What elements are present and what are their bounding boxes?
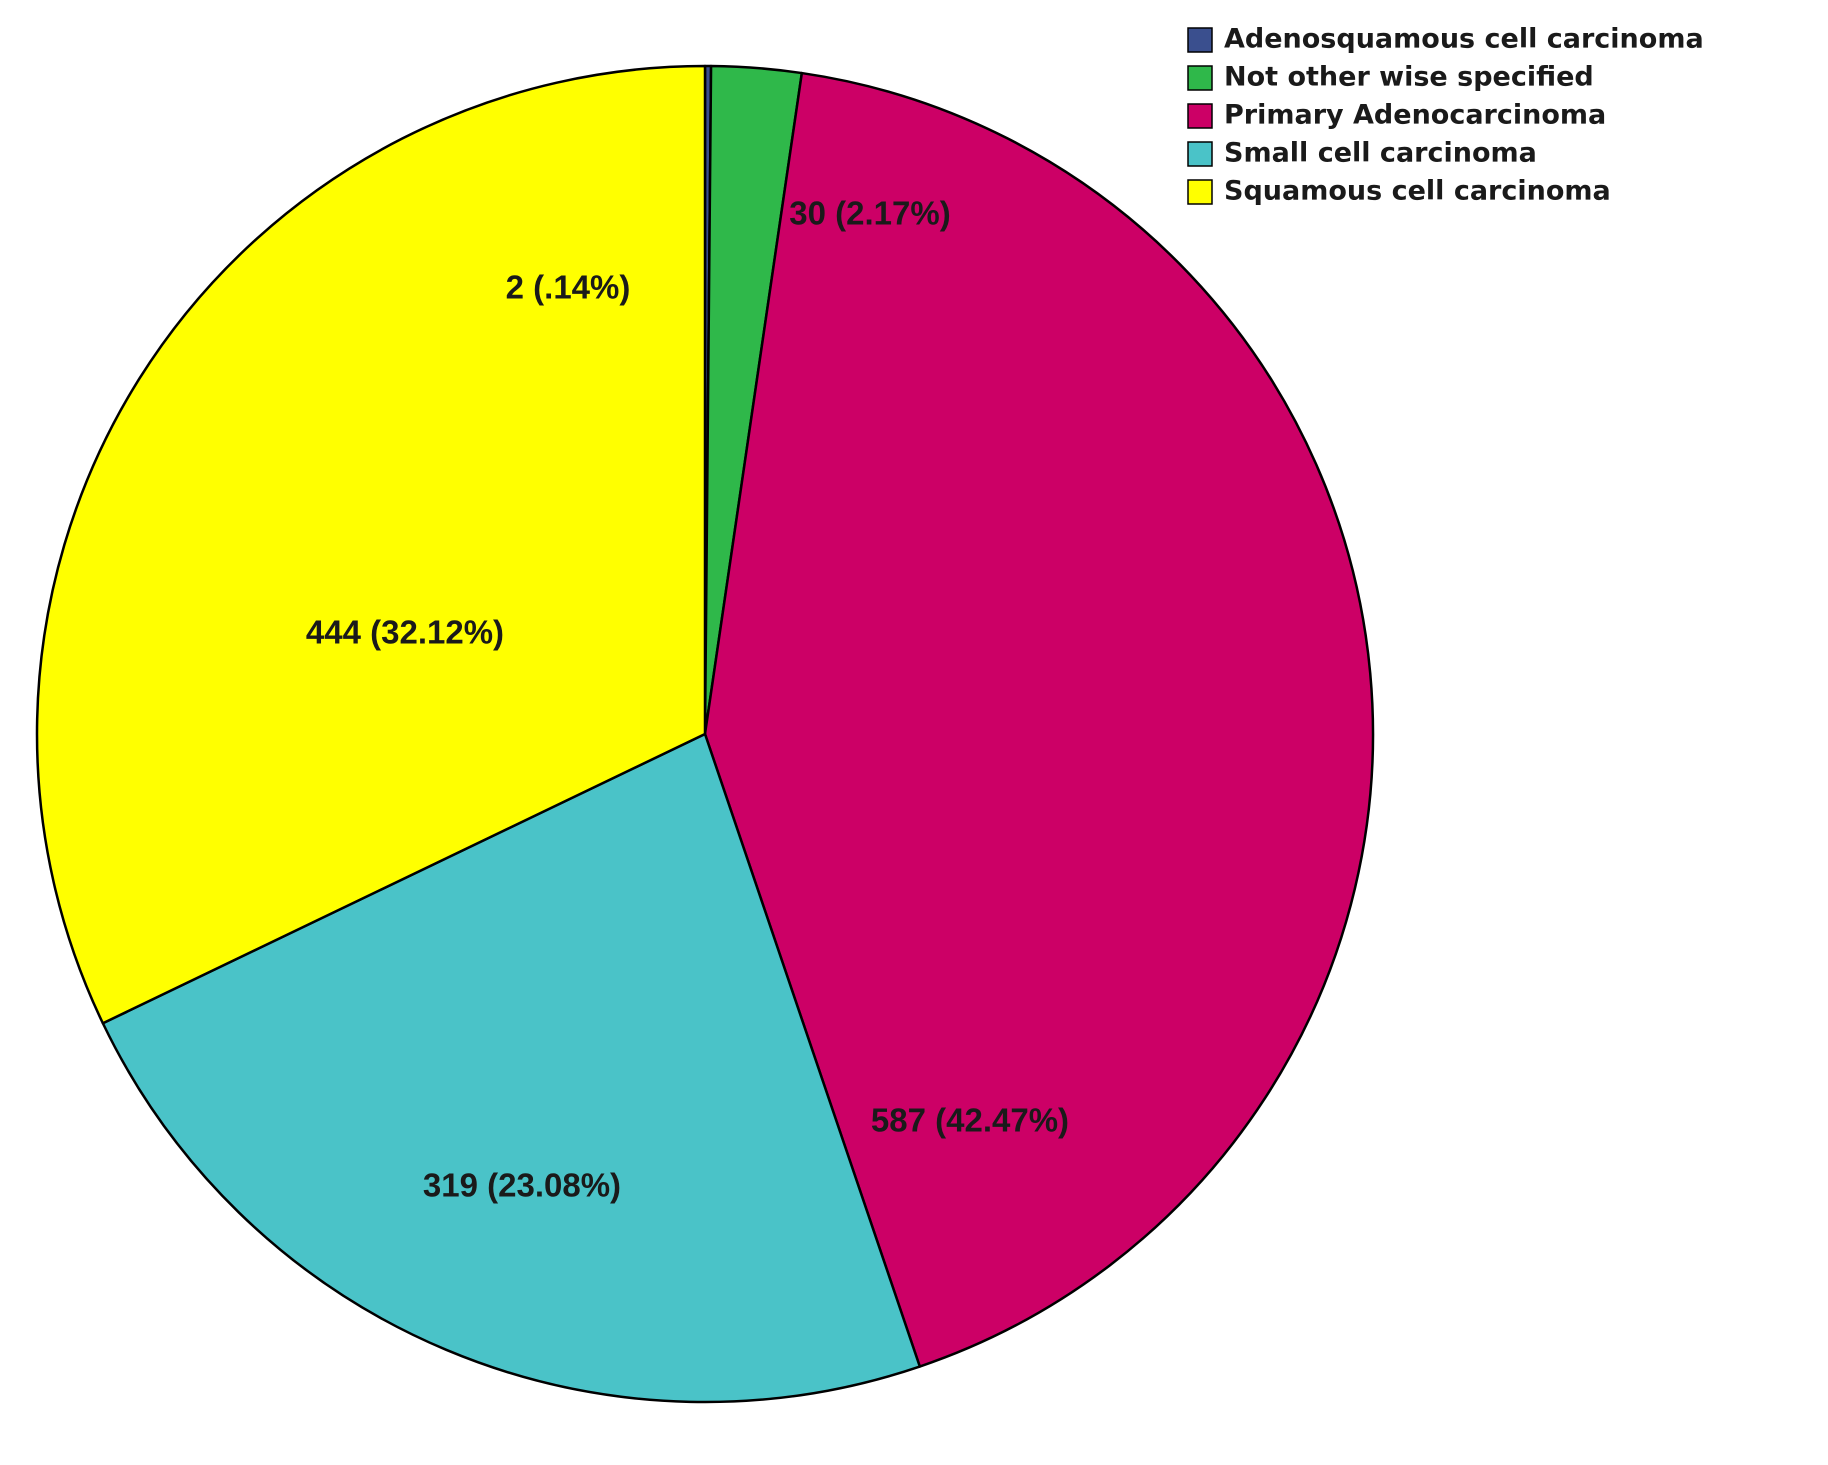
legend-swatch	[1187, 27, 1213, 53]
legend-label: Squamous cell carcinoma	[1224, 176, 1611, 207]
legend-label: Small cell carcinoma	[1224, 138, 1537, 169]
legend-swatch	[1187, 179, 1213, 205]
legend-label: Not other wise specified	[1224, 62, 1594, 93]
data-label-small-cell-carcinoma: 319 (23.08%)	[423, 1167, 621, 1204]
pie-slice-small-cell-carcinoma	[101, 732, 922, 1404]
legend-swatch	[1187, 141, 1213, 167]
legend-item-not-other-wise-specified: Not other wise specified	[1187, 62, 1594, 93]
data-label-squamous-cell-carcinoma: 444 (32.12%)	[306, 614, 504, 651]
legend-label: Adenosquamous cell carcinoma	[1224, 24, 1704, 55]
pie-slices	[35, 64, 1375, 1404]
legend-item-small-cell-carcinoma: Small cell carcinoma	[1187, 138, 1537, 169]
legend-item-adenosquamous-cell-carcinoma: Adenosquamous cell carcinoma	[1187, 24, 1704, 55]
legend-item-squamous-cell-carcinoma: Squamous cell carcinoma	[1187, 176, 1611, 207]
legend-swatch	[1187, 65, 1213, 91]
legend-label: Primary Adenocarcinoma	[1224, 100, 1606, 131]
legend-item-primary-adenocarcinoma: Primary Adenocarcinoma	[1187, 100, 1606, 131]
pie-data-labels: 2 (.14%) 30 (2.17%) 587 (42.47%) 319 (23.08…	[306, 195, 1069, 1204]
data-label-adenosquamous-cell-carcinoma: 2 (.14%)	[506, 269, 631, 306]
legend-swatch	[1187, 103, 1213, 129]
pie-slice-squamous-cell-carcinoma	[35, 64, 707, 1025]
pie-slice-primary-adenocarcinoma	[703, 71, 1375, 1368]
legend: Adenosquamous cell carcinoma Not other wi…	[1187, 24, 1704, 207]
data-label-primary-adenocarcinoma: 587 (42.47%)	[871, 1102, 1069, 1139]
data-label-not-other-wise-specified: 30 (2.17%)	[789, 195, 950, 232]
